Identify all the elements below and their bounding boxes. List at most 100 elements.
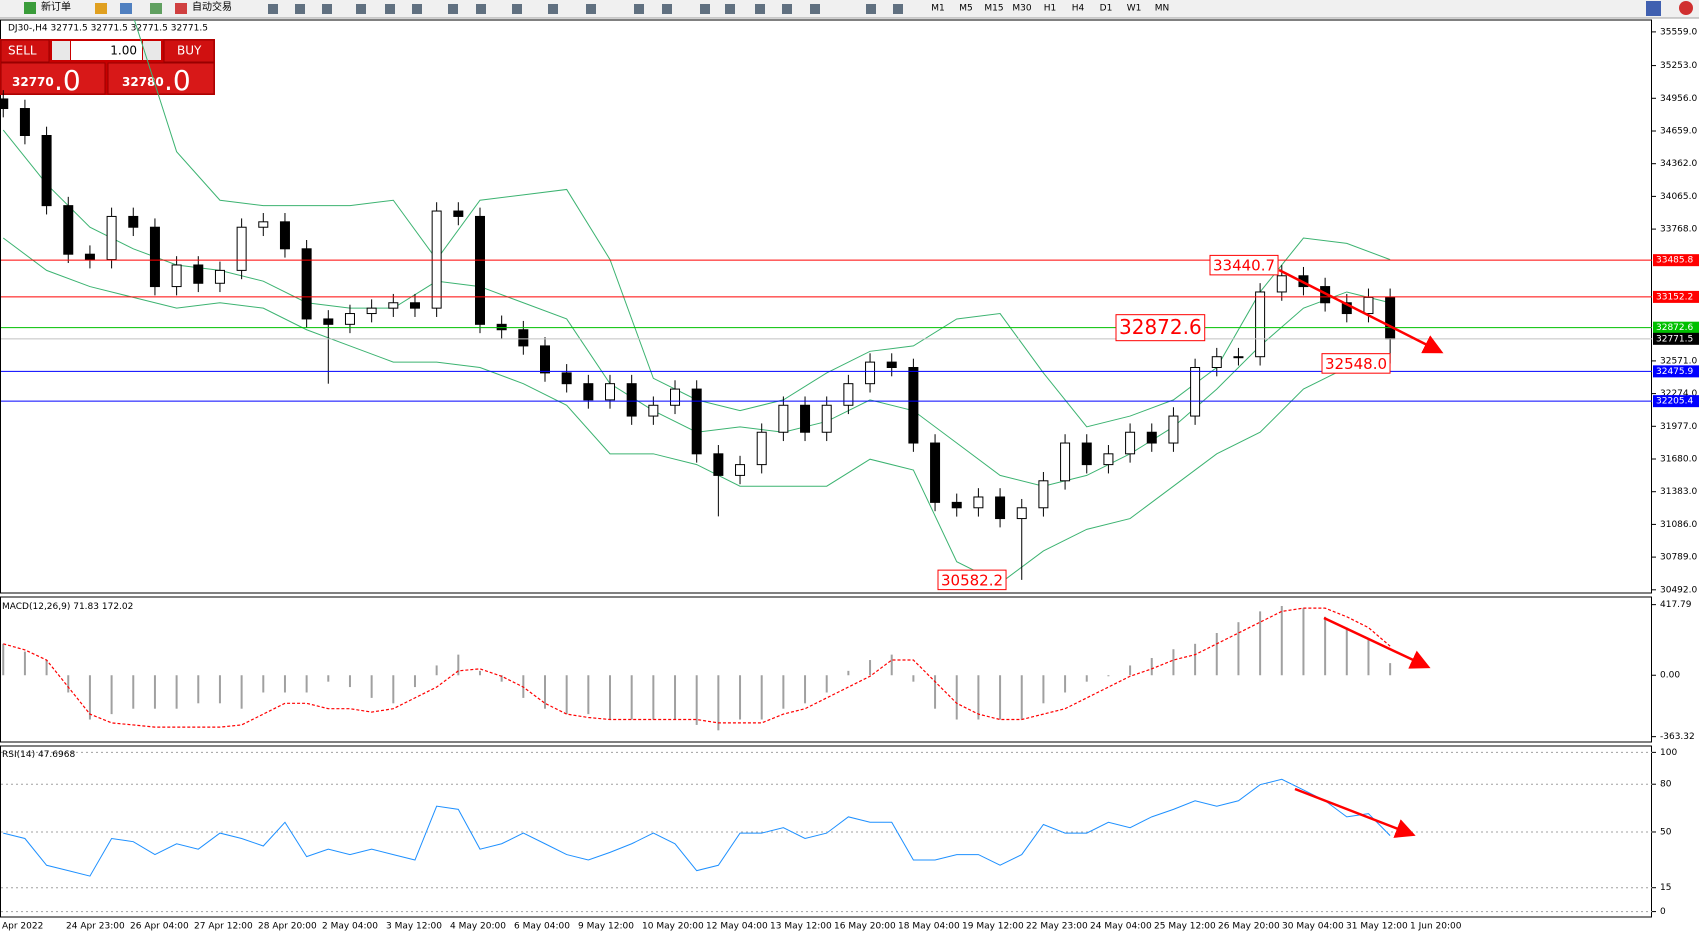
x-tick-label: 9 May 12:00 bbox=[578, 922, 634, 932]
y-tick-label: 31383.0 bbox=[1660, 487, 1697, 497]
tool-icon[interactable] bbox=[725, 4, 735, 14]
tool-icon[interactable] bbox=[512, 4, 522, 14]
bid-price[interactable]: 32770 bbox=[12, 75, 54, 89]
candle-body bbox=[84, 253, 95, 261]
candle-body bbox=[540, 345, 550, 374]
candle-body bbox=[778, 404, 789, 433]
timeframe-button[interactable]: M1 bbox=[931, 4, 945, 14]
lots-input[interactable] bbox=[71, 41, 142, 60]
x-tick-label: 16 May 20:00 bbox=[834, 922, 896, 932]
tool-icon[interactable] bbox=[548, 4, 558, 14]
toolbar-icon[interactable] bbox=[95, 3, 107, 14]
x-tick-label: 6 May 04:00 bbox=[514, 922, 570, 932]
candle-body bbox=[1146, 431, 1157, 444]
candle-body bbox=[301, 248, 312, 320]
price-level-box bbox=[1653, 332, 1699, 345]
timeframe-button[interactable]: H4 bbox=[1072, 4, 1085, 14]
tool-icon[interactable] bbox=[782, 4, 792, 14]
timeframe-button[interactable]: M15 bbox=[984, 4, 1003, 14]
timeframe-button[interactable]: D1 bbox=[1100, 4, 1113, 14]
tool-icon[interactable] bbox=[700, 4, 710, 14]
plot-area bbox=[0, 20, 1396, 584]
candle-body bbox=[236, 226, 247, 271]
y-tick-label: 30492.0 bbox=[1660, 585, 1697, 595]
candle-body bbox=[106, 215, 117, 261]
tool-icon[interactable] bbox=[412, 4, 422, 14]
candle-body bbox=[63, 205, 74, 255]
candle-body bbox=[800, 404, 811, 433]
search-icon[interactable] bbox=[1646, 1, 1661, 16]
lots-up[interactable] bbox=[143, 41, 161, 60]
price-annotation-box bbox=[1209, 254, 1279, 276]
auto-trading-icon[interactable] bbox=[175, 3, 187, 14]
candle-body bbox=[561, 372, 572, 385]
y-tick-label: 31086.0 bbox=[1660, 520, 1697, 530]
timeframe-button[interactable]: MN bbox=[1155, 4, 1170, 14]
candle-body bbox=[583, 383, 594, 401]
auto-trading[interactable]: 自动交易 bbox=[192, 0, 232, 13]
bid-point[interactable]: .0 bbox=[54, 64, 81, 97]
bollinger-band bbox=[2, 237, 1391, 584]
candle-body bbox=[1211, 356, 1222, 368]
tool-icon[interactable] bbox=[356, 4, 366, 14]
tool-icon[interactable] bbox=[893, 4, 903, 14]
notification-icon[interactable] bbox=[1679, 1, 1693, 15]
toolbar-icon[interactable] bbox=[150, 3, 162, 14]
candle-body bbox=[648, 404, 659, 417]
candle-body bbox=[756, 431, 767, 466]
x-tick-label: 4 May 20:00 bbox=[450, 922, 506, 932]
toolbar-icon[interactable] bbox=[120, 3, 132, 14]
sell-label[interactable]: SELL bbox=[8, 44, 37, 58]
candle-body bbox=[1081, 442, 1092, 466]
candle-body bbox=[149, 226, 160, 288]
y-tick-label: 31977.0 bbox=[1660, 422, 1697, 432]
main-panel bbox=[0, 19, 1652, 594]
tool-icon[interactable] bbox=[448, 4, 458, 14]
new-order-icon[interactable] bbox=[24, 2, 36, 14]
candle-body bbox=[951, 501, 962, 509]
price-level-box bbox=[1653, 321, 1699, 334]
buy-label[interactable]: BUY bbox=[177, 44, 202, 58]
y-tick-label: 32571.0 bbox=[1660, 356, 1697, 366]
candle-body bbox=[843, 383, 854, 406]
tool-icon[interactable] bbox=[268, 4, 278, 14]
tool-icon[interactable] bbox=[295, 4, 305, 14]
candle-body bbox=[1255, 291, 1266, 358]
tool-icon[interactable] bbox=[385, 4, 395, 14]
ask-point[interactable]: .0 bbox=[164, 64, 191, 97]
timeframe-button[interactable]: H1 bbox=[1044, 4, 1057, 14]
rsi-arrow bbox=[1294, 787, 1416, 838]
candle-body bbox=[1276, 275, 1287, 293]
x-tick-label: 3 May 12:00 bbox=[386, 922, 442, 932]
ask-box[interactable] bbox=[107, 62, 215, 95]
tool-icon[interactable] bbox=[322, 4, 332, 14]
ask-price[interactable]: 32780 bbox=[122, 75, 164, 89]
tool-icon[interactable] bbox=[810, 4, 820, 14]
sell-button[interactable] bbox=[0, 39, 50, 63]
tool-icon[interactable] bbox=[866, 4, 876, 14]
timeframe-button[interactable]: M30 bbox=[1012, 4, 1031, 14]
price-annotation-box bbox=[1115, 314, 1206, 342]
indicator-value: 47.6968 bbox=[38, 750, 75, 760]
tool-icon[interactable] bbox=[634, 4, 644, 14]
timeframe-button[interactable]: W1 bbox=[1127, 4, 1142, 14]
candle-body bbox=[258, 221, 269, 228]
timeframe-button[interactable]: M5 bbox=[959, 4, 973, 14]
tool-icon[interactable] bbox=[662, 4, 672, 14]
candle-body bbox=[193, 264, 204, 284]
candle-body bbox=[735, 464, 746, 476]
buy-button[interactable] bbox=[163, 39, 215, 63]
indicator-label: MACD(12,26,9) 71.83 172.02 bbox=[2, 602, 133, 612]
lots-value[interactable]: 1.00 bbox=[110, 44, 137, 58]
lots-down[interactable] bbox=[52, 41, 70, 60]
tool-icon[interactable] bbox=[476, 4, 486, 14]
price-level-box bbox=[1653, 290, 1699, 303]
tool-icon[interactable] bbox=[586, 4, 596, 14]
x-tick-label: 24 Apr 23:00 bbox=[66, 922, 125, 932]
candle-body bbox=[518, 329, 529, 347]
bid-box[interactable] bbox=[0, 62, 106, 95]
price-annotation: 33440.7 bbox=[1213, 257, 1275, 275]
new-order[interactable]: 新订单 bbox=[41, 0, 71, 13]
tool-icon[interactable] bbox=[755, 4, 765, 14]
